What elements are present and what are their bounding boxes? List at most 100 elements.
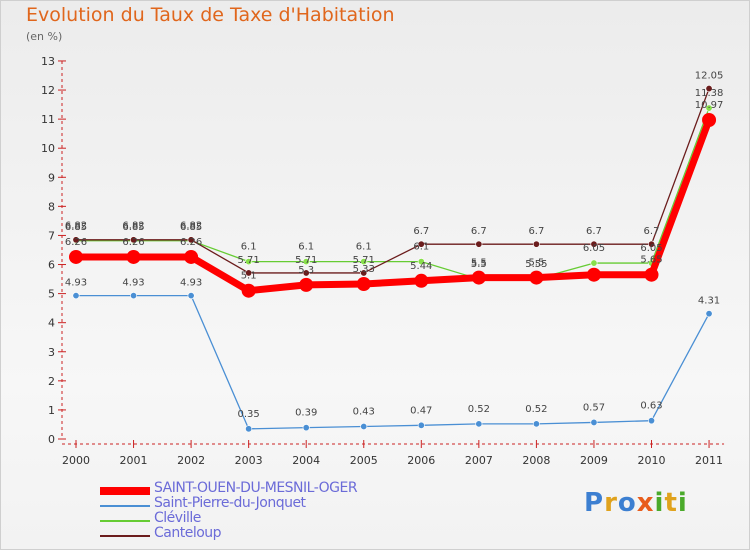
series-point-3 xyxy=(360,269,368,277)
y-tick-label: 4 xyxy=(48,317,55,330)
data-label: 0.47 xyxy=(410,405,432,416)
x-tick-label: 2011 xyxy=(695,454,723,467)
series-point-2 xyxy=(590,259,598,267)
x-tick-label: 2000 xyxy=(62,454,90,467)
data-label: 0.43 xyxy=(353,406,375,417)
data-label: 5.44 xyxy=(410,261,432,272)
data-label: 6.26 xyxy=(122,237,144,248)
data-label: 5.5 xyxy=(528,258,544,269)
series-point-0 xyxy=(471,270,486,285)
y-tick-label: 13 xyxy=(41,55,55,68)
series-point-2 xyxy=(360,258,368,266)
data-label: 0.63 xyxy=(640,401,662,412)
series-point-0 xyxy=(69,249,83,264)
data-label: 6.7 xyxy=(644,226,660,237)
series-line-0 xyxy=(76,118,713,295)
series-point-0 xyxy=(126,249,141,264)
data-label: 11.38 xyxy=(695,88,724,99)
data-label: 6.26 xyxy=(180,237,202,248)
legend-swatch xyxy=(100,487,150,495)
series-point-1 xyxy=(705,310,713,318)
data-label: 6.1 xyxy=(356,242,372,253)
y-tick-label: 9 xyxy=(48,171,55,184)
data-label: 0.52 xyxy=(525,404,547,415)
series-point-1 xyxy=(475,420,483,428)
data-label: 0.52 xyxy=(468,404,490,415)
series-point-3 xyxy=(590,240,598,248)
x-tick-label: 2003 xyxy=(235,454,263,467)
series-point-0 xyxy=(586,267,601,282)
series-point-1 xyxy=(72,292,80,300)
logo-letter: i xyxy=(654,488,665,518)
x-tick-label: 2002 xyxy=(177,454,205,467)
series-point-3 xyxy=(245,269,253,277)
data-label: 0.35 xyxy=(238,409,260,420)
series-point-3 xyxy=(532,240,540,248)
data-label: 6.85 xyxy=(122,222,144,233)
data-label: 5.71 xyxy=(353,255,375,266)
data-label: 5.3 xyxy=(298,265,314,276)
series-point-1 xyxy=(130,292,138,300)
series-point-3 xyxy=(302,269,310,277)
data-label: 6.7 xyxy=(528,226,544,237)
series-point-1 xyxy=(360,422,368,430)
series-point-3 xyxy=(647,240,655,248)
data-label: 5.71 xyxy=(238,255,260,266)
data-label: 6.7 xyxy=(471,226,487,237)
data-label: 5.33 xyxy=(353,264,375,275)
legend-swatch xyxy=(100,520,150,522)
data-label: 4.31 xyxy=(698,296,720,307)
data-label: 6.82 xyxy=(65,221,87,232)
x-tick-label: 2009 xyxy=(580,454,608,467)
series-point-2 xyxy=(705,104,713,112)
y-tick-label: 12 xyxy=(41,84,55,97)
data-label: 6.7 xyxy=(413,226,429,237)
y-tick-label: 1 xyxy=(48,404,55,417)
y-tick-label: 3 xyxy=(48,346,55,359)
x-tick-label: 2010 xyxy=(638,454,666,467)
data-label: 4.93 xyxy=(180,278,202,289)
series-point-3 xyxy=(705,85,713,93)
logo-letter: r xyxy=(604,488,618,518)
data-label: 5.5 xyxy=(471,259,487,270)
x-tick-label: 2001 xyxy=(120,454,148,467)
series-point-1 xyxy=(302,424,310,432)
series-point-0 xyxy=(299,277,314,292)
y-tick-label: 6 xyxy=(48,259,55,272)
data-label: 0.39 xyxy=(295,408,317,419)
series-point-3 xyxy=(187,236,195,244)
series-point-1 xyxy=(590,418,598,426)
y-tick-label: 0 xyxy=(48,433,55,446)
logo-letter: o xyxy=(617,488,637,518)
series-point-3 xyxy=(475,240,483,248)
chart-subtitle: (en %) xyxy=(26,30,63,43)
series-line-2 xyxy=(76,107,710,280)
series-line-1 xyxy=(76,294,710,430)
x-tick-label: 2008 xyxy=(522,454,550,467)
legend-swatch xyxy=(100,535,150,537)
y-tick-label: 2 xyxy=(48,375,55,388)
x-tick-label: 2005 xyxy=(350,454,378,467)
logo-letter: i xyxy=(677,488,688,518)
data-label: 4.93 xyxy=(65,278,87,289)
data-label: 12.05 xyxy=(695,71,724,82)
data-label: 6.82 xyxy=(180,221,202,232)
data-label: 5.5 xyxy=(471,258,487,269)
series-point-1 xyxy=(417,421,425,429)
series-point-0 xyxy=(644,267,659,282)
data-label: 6.1 xyxy=(298,242,314,253)
series-point-2 xyxy=(245,258,253,266)
series-point-0 xyxy=(414,273,429,288)
series-point-1 xyxy=(532,420,540,428)
y-tick-label: 7 xyxy=(48,229,55,242)
data-label: 5.55 xyxy=(525,259,547,270)
data-label: 6.85 xyxy=(65,222,87,233)
proxiti-logo: Proxiti xyxy=(584,488,688,518)
series-point-0 xyxy=(356,277,371,292)
logo-letter: t xyxy=(664,488,678,518)
x-tick-label: 2004 xyxy=(292,454,320,467)
series-point-2 xyxy=(302,258,310,266)
series-point-1 xyxy=(245,425,253,433)
legend-label: Canteloup xyxy=(154,525,222,541)
